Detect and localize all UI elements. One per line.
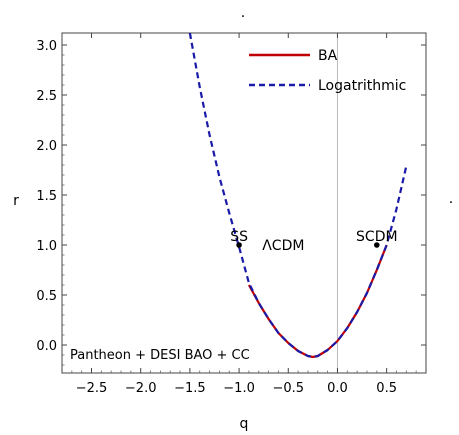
plot-frame [61,32,427,374]
y-tick-label: 3.0 [36,39,57,54]
y-tick-label: 1.5 [36,189,57,204]
x-tick-label: −2.5 [76,381,108,396]
dataset-label: Pantheon + DESI BAO + CC [70,348,250,363]
y-tick-label: 2.0 [36,139,57,154]
x-tick-label: −0.5 [272,381,304,396]
y-tick-label: 2.5 [36,89,57,104]
y-tick-label: 0.0 [36,339,57,354]
axis-ticks [62,33,426,373]
point-scdm [374,242,380,248]
points-layer: SS SCDM [230,229,398,248]
axis-tick-labels: −2.5 −2.0 −1.5 −1.0 −0.5 0.0 0.5 0.0 0.5 1.0 1.5 2.… [36,39,397,396]
x-tick-label: −2.0 [125,381,157,396]
x-tick-label: −1.0 [223,381,255,396]
series-layer [188,32,408,359]
legend-label-ba: BA [318,48,338,64]
marker-dot-right: . [449,191,453,207]
legend-label-logatrithmic: Logatrithmic [318,78,406,94]
y-axis-title: r [13,193,19,209]
plot-frame-group [61,32,427,374]
y-tick-label: 1.0 [36,239,57,254]
annotation-layer: ΛCDM Pantheon + DESI BAO + CC [70,238,304,363]
series-line-ba [247,244,388,359]
x-tick-label: −1.5 [174,381,206,396]
marker-dot-top: . [241,5,245,21]
point-label-scdm: SCDM [356,229,398,245]
point-ss [236,242,242,248]
y-tick-label: 0.5 [36,289,57,304]
x-tick-label: 0.0 [327,381,348,396]
point-label-ss: SS [230,229,248,245]
x-axis-title: q [240,416,249,432]
legend: BA Logatrithmic [249,48,406,94]
x-tick-label: 0.5 [376,381,397,396]
lcdm-label: ΛCDM [262,238,304,254]
